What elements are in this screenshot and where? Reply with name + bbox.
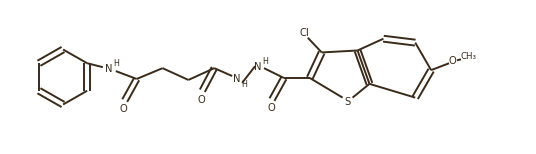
Text: O: O xyxy=(197,95,205,105)
Text: H: H xyxy=(113,59,119,68)
Text: N: N xyxy=(254,62,262,72)
Text: O: O xyxy=(120,104,128,114)
Text: O: O xyxy=(267,103,275,113)
Text: N: N xyxy=(233,74,241,84)
Text: CH₃: CH₃ xyxy=(461,52,477,61)
Text: S: S xyxy=(345,97,351,107)
Text: Cl: Cl xyxy=(300,28,310,38)
Text: H: H xyxy=(262,57,268,66)
Text: O: O xyxy=(448,56,456,66)
Text: N: N xyxy=(105,64,113,74)
Text: H: H xyxy=(241,80,247,89)
